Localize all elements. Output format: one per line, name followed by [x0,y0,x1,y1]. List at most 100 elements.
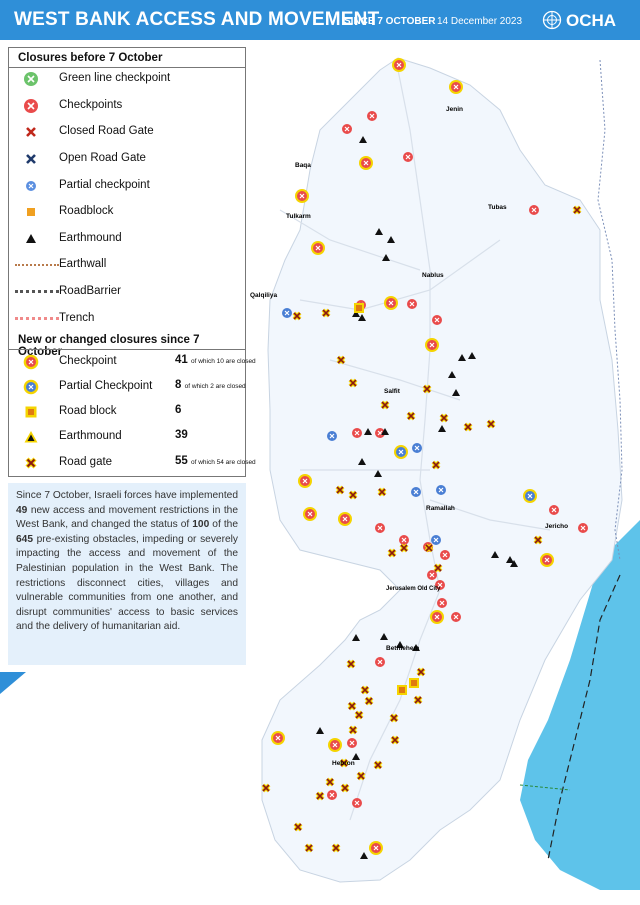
new-checkpoint-marker [271,731,285,745]
roadblock-icon [27,208,35,216]
earthmound-marker [491,551,499,558]
road-gate-marker [346,659,356,669]
road-gate-marker [439,413,449,423]
new-partial-checkpoint-icon [23,379,39,395]
checkpoint-marker [342,124,352,134]
legend-item-partial-checkpoint: Partial checkpoint [9,176,245,196]
checkpoint-marker [403,152,413,162]
road-gate-marker [399,543,409,553]
checkpoint-marker [327,431,337,441]
road-gate-marker [347,701,357,711]
header-bar: WEST BANK ACCESS AND MOVEMENT SINCE 7 OC… [0,0,640,40]
legend-item-roadblock: Roadblock [9,202,245,222]
road-gate-marker [533,535,543,545]
map-date: 14 December 2023 [437,16,523,27]
city-label-jerusalem: Jerusalem Old City [386,586,441,592]
city-label-qalqiliya: Qalqiliya [250,292,277,299]
city-label-nablus: Nablus [422,272,444,279]
new-checkpoint-marker [430,610,444,624]
road-gate-marker [360,685,370,695]
earthmound-marker [387,236,395,243]
earthmound-icon [26,234,36,243]
ocha-logo: OCHA [566,11,617,30]
earthmound-marker [358,458,366,465]
road-gate-marker [292,311,302,321]
road-gate-marker [325,777,335,787]
un-emblem-icon [542,10,562,30]
road-gate-marker [422,384,432,394]
checkpoint-marker [282,308,292,318]
checkpoint-marker [411,487,421,497]
legend-item-new-earthmound: Earthmound 39 [9,427,245,447]
road-gate-marker [315,791,325,801]
legend-item-open-gate: Open Road Gate [9,149,245,169]
map-legend: Closures before 7 October Green line che… [8,47,256,477]
checkpoint-marker [375,523,385,533]
checkpoint-marker [529,205,539,215]
road-gate-marker [304,843,314,853]
road-gate-marker [348,378,358,388]
road-gate-marker [416,667,426,677]
border-dashed [547,574,621,861]
checkpoint-marker [427,570,437,580]
closed-road-gate-icon [26,127,36,137]
roadbarrier-line [15,290,59,293]
earthmound-marker [381,428,389,435]
road-gate-marker [336,355,346,365]
west-bank-map[interactable]: Jenin Tubas Baqa Tulkarm Nablus Qalqiliy… [0,40,640,905]
new-checkpoint-marker [303,507,317,521]
checkpoint-marker [347,738,357,748]
new-checkpoint-marker [311,241,325,255]
new-road-gate-icon [25,457,37,469]
road-gate-marker [339,758,349,768]
new-checkpoint-marker [328,738,342,752]
road-gate-marker [331,843,341,853]
roadblock-marker [409,678,419,688]
earthmound-marker [352,634,360,641]
roadblock-marker [397,685,407,695]
road-gate-marker [261,783,271,793]
checkpoint-marker [352,428,362,438]
city-label-jenin: Jenin [446,106,463,113]
road-gate-marker [377,487,387,497]
road-gate-marker [321,308,331,318]
checkpoint-marker [435,580,445,590]
earthmound-marker [510,560,518,567]
earthmound-marker [374,470,382,477]
earthmound-marker [468,352,476,359]
new-checkpoint-marker [369,841,383,855]
legend-item-earthmound: Earthmound [9,229,245,249]
earthmound-marker [506,556,514,563]
checkpoint-marker [432,315,442,325]
roadblock-marker [354,303,364,313]
road-gate-marker [572,205,582,215]
earthmound-marker [360,852,368,859]
city-label-bethlehem: Bethlehem [386,645,419,652]
checkpoint-marker [412,443,422,453]
earthmound-marker [438,425,446,432]
new-checkpoint-marker [540,553,554,567]
legend-item-trench: Trench [9,309,245,329]
legend-item-roadbarrier: RoadBarrier [9,282,245,302]
checkpoint-marker [399,535,409,545]
earthmound-marker [380,633,388,640]
checkpoint-marker [451,612,461,622]
legend-item-new-roadblock: Road block 6 [9,402,245,422]
earthmound-marker [358,314,366,321]
road-gate-marker [431,460,441,470]
open-road-gate-icon [26,154,36,164]
checkpoint-marker [367,111,377,121]
city-label-hebron: Hebron [332,760,355,767]
earthmound-marker [412,644,420,651]
earthmound-marker [364,428,372,435]
road-gate-marker [413,695,423,705]
trench-line [15,317,59,320]
road-gate-marker [433,563,443,573]
earthmound-marker [375,228,383,235]
road-gate-marker [406,411,416,421]
earthmound-marker [352,310,360,317]
west-bank-area [261,57,623,883]
checkpoint-marker [549,505,559,515]
new-checkpoint-marker [449,80,463,94]
legend-item-green-checkpoint: Green line checkpoint [9,69,245,89]
